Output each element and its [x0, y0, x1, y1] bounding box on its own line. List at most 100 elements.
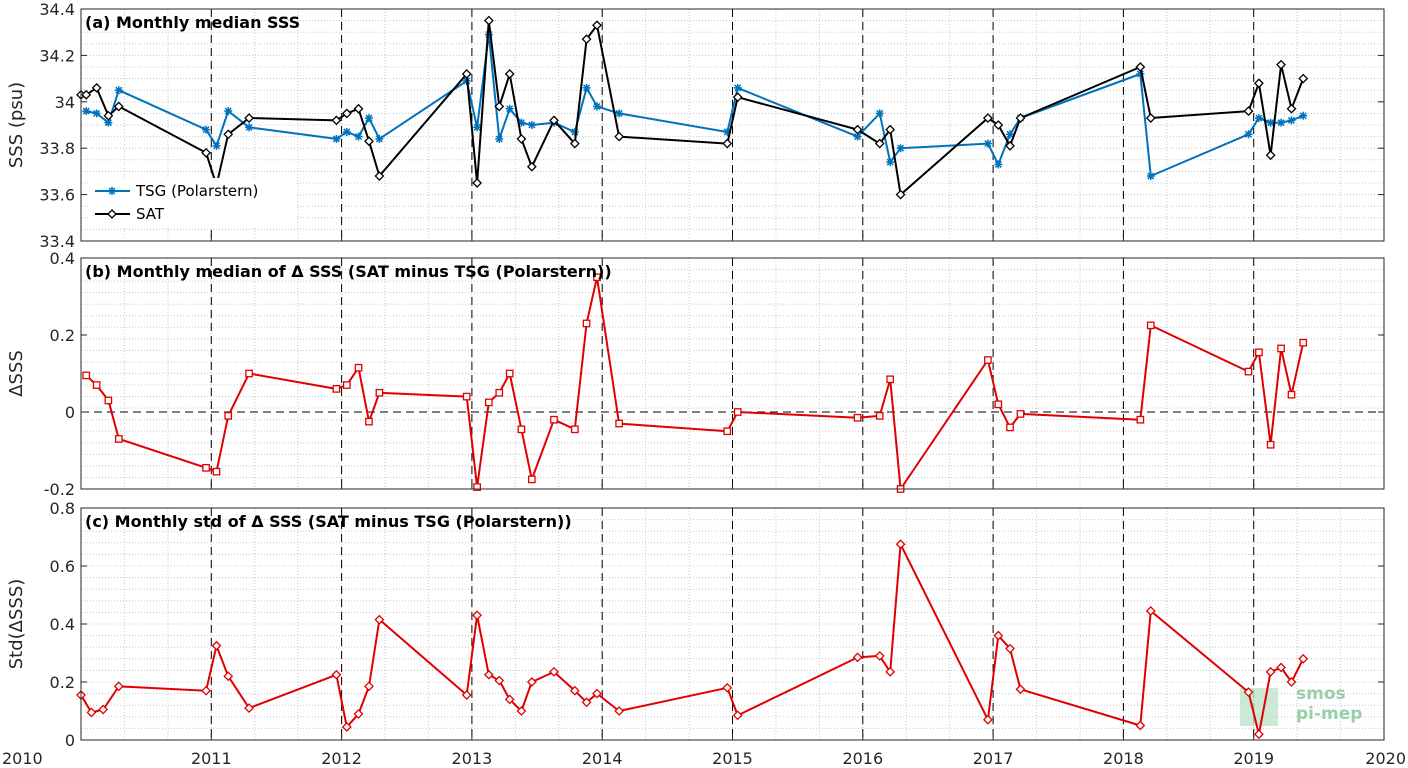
data-point: [874, 650, 885, 661]
data-point: [1298, 653, 1309, 664]
data-point: [201, 147, 212, 158]
watermark-line1: smos: [1296, 684, 1346, 704]
data-point: [494, 101, 505, 112]
data-point: [484, 398, 493, 407]
series-line-1: [81, 19, 1305, 196]
data-point: [1254, 114, 1263, 123]
data-point: [1145, 113, 1156, 123]
data-point: [244, 113, 255, 123]
data-point: [364, 114, 373, 123]
watermark: smos pi-mep: [1240, 684, 1362, 726]
xtick-label: 2014: [582, 749, 623, 768]
ytick-label: 34.4: [39, 0, 75, 19]
panel-b-ylabel: ΔSSS: [6, 350, 27, 397]
ytick-label: 0: [65, 403, 75, 422]
data-point: [103, 110, 114, 121]
data-point: [505, 369, 514, 378]
data-point: [526, 677, 537, 687]
data-point: [853, 413, 862, 422]
data-point: [723, 427, 732, 436]
data-point: [994, 160, 1003, 169]
ytick-label: -0.2: [44, 480, 75, 499]
data-point: [886, 158, 895, 167]
data-point: [1299, 338, 1308, 347]
data-point: [114, 86, 123, 95]
data-point: [885, 666, 896, 677]
data-point: [332, 134, 341, 143]
data-point: [504, 69, 515, 79]
data-point: [211, 640, 222, 651]
panel-a-series: [76, 15, 1309, 200]
panel-a: 33.4 33.6 33.8 34 34.2 34.4 SSS (psu) (a) Mon…: [6, 0, 1385, 251]
panel-b-ytick-labels: -0.2 0 0.2 0.4: [44, 249, 1385, 499]
legend-tsg-marker: [108, 187, 116, 195]
data-point: [472, 610, 483, 621]
data-point: [342, 381, 351, 389]
panel-b: -0.2 0 0.2 0.4 ΔSSS (b) Monthly median of Δ…: [6, 249, 1385, 499]
data-point: [82, 107, 91, 116]
ytick-label: 0.4: [50, 615, 75, 634]
data-point: [581, 697, 592, 708]
data-point: [516, 134, 527, 144]
ytick-label: 0: [65, 731, 75, 750]
data-point: [592, 102, 601, 111]
data-point: [733, 83, 742, 92]
xtick-label: 2016: [842, 749, 883, 768]
data-point: [886, 375, 895, 384]
data-point: [224, 411, 233, 420]
data-point: [331, 115, 342, 126]
data-point: [1243, 687, 1254, 698]
data-point: [201, 685, 212, 696]
data-point: [874, 138, 885, 149]
data-point: [1266, 118, 1275, 127]
data-point: [982, 113, 993, 123]
data-point: [1005, 140, 1015, 151]
ytick-label: 0.4: [50, 249, 75, 268]
data-point: [1015, 113, 1026, 123]
data-point: [1287, 390, 1296, 399]
panel-a-title: (a) Monthly median SSS: [85, 13, 300, 32]
data-point: [113, 681, 124, 692]
data-point: [353, 708, 364, 719]
legend-box: [88, 178, 296, 226]
data-point: [374, 171, 385, 181]
panel-a-ytick-labels: 33.4 33.6 33.8 34 34.2 34.4: [39, 0, 1385, 251]
panel-c: smos pi-mep 0 0.2 0.4 0.6 0.8 Std(ΔSSS) (c) …: [2, 499, 1406, 768]
data-point: [896, 144, 905, 153]
data-point: [472, 178, 483, 188]
data-point: [1277, 344, 1285, 353]
data-point: [1244, 130, 1253, 139]
data-point: [1005, 643, 1015, 654]
data-point: [1299, 111, 1308, 120]
data-point: [994, 400, 1003, 409]
ytick-label: 0.2: [50, 673, 75, 692]
data-point: [505, 104, 514, 113]
data-point: [1266, 440, 1275, 449]
data-point: [104, 396, 113, 405]
data-point: [984, 356, 992, 364]
data-point: [342, 127, 351, 136]
watermark-line2: pi-mep: [1296, 704, 1362, 724]
x-tick-labels: 2010 2011 2012 2013 2014 2015 2016 2017 2018 2019…: [2, 749, 1406, 768]
data-point: [570, 425, 579, 434]
data-point: [494, 675, 505, 686]
xtick-label: 2015: [712, 749, 753, 768]
data-point: [852, 124, 863, 135]
data-point: [732, 710, 743, 721]
data-point: [593, 273, 601, 282]
data-point: [550, 415, 558, 424]
data-point: [1135, 720, 1146, 731]
data-point: [473, 123, 482, 132]
data-point: [569, 138, 580, 149]
data-point: [1146, 321, 1155, 330]
data-point: [592, 20, 602, 31]
panel-c-title: (c) Monthly std of Δ SSS (SAT minus TSG …: [85, 512, 572, 531]
panel-c-ytick-labels: 0 0.2 0.4 0.6 0.8: [50, 499, 1385, 750]
data-point: [375, 388, 384, 397]
data-point: [365, 417, 373, 426]
data-point: [875, 109, 884, 118]
data-point: [202, 463, 210, 472]
xtick-label: 2013: [452, 749, 493, 768]
data-point: [1243, 106, 1254, 116]
data-point: [114, 435, 123, 443]
